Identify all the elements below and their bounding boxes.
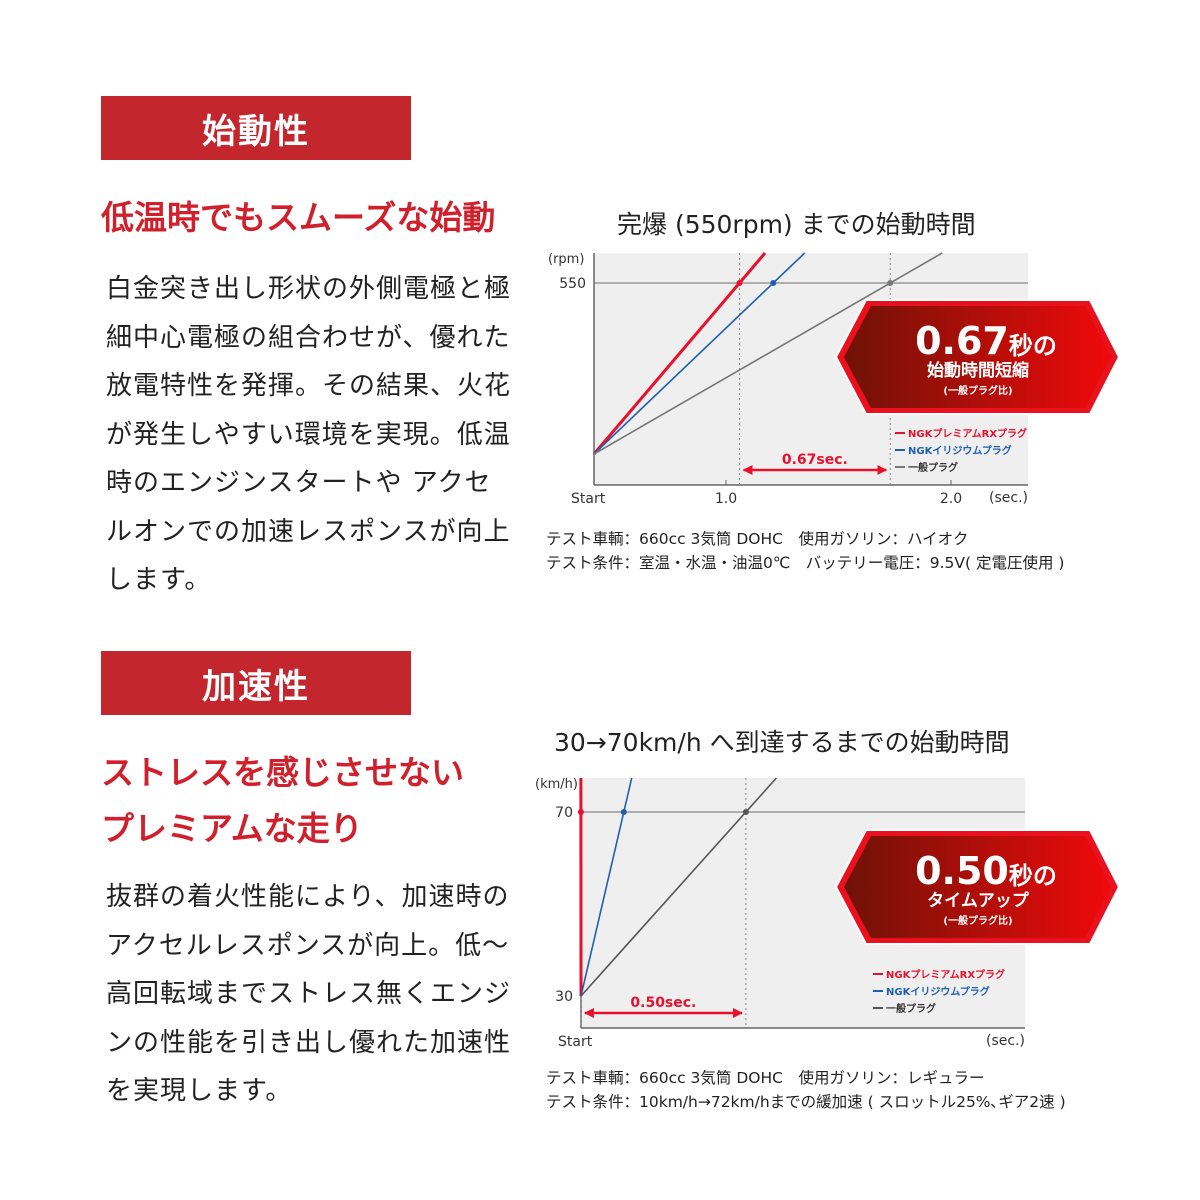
series-point (577, 809, 584, 815)
section-header-startability: 始動性 (101, 96, 411, 160)
legend-label: NGKイリジウムプラグ (908, 444, 1012, 457)
section-header-acceleration: 加速性 (101, 651, 411, 715)
x-tick-label: 1.0 (715, 491, 737, 507)
badge-subtitle: タイムアップ (927, 890, 1030, 911)
y-axis-unit: (km/h) (535, 777, 578, 792)
legend-label: NGKプレミアムRXプラグ (886, 968, 1005, 981)
test-notes: テスト車輌：660cc 3気筒 DOHC 使用ガソリン：レギュラー テスト条件：… (546, 1066, 1066, 1114)
series-line (593, 252, 806, 455)
x-axis-unit: (sec.) (989, 490, 1028, 506)
test-notes: テスト車輌：660cc 3気筒 DOHC 使用ガソリン：ハイオク テスト条件：室… (546, 527, 1064, 575)
section-subheading: 低温時でもスムーズな始動 (101, 198, 496, 237)
legend-label: NGKプレミアムRXプラグ (908, 427, 1027, 440)
y-tick-label: 70 (555, 805, 573, 821)
x-tick-label: 2.0 (940, 491, 962, 507)
badge-value: 0.67秒の (915, 319, 1057, 363)
badge-subtitle: 始動時間短縮 (927, 360, 1029, 381)
subheading-line: プレミアムな走り (101, 809, 363, 848)
legend-label: 一般プラグ (908, 461, 958, 474)
test-note: テスト条件：室温・水温・油温0℃ バッテリー電圧：9.5V( 定電圧使用 ) (546, 554, 1065, 572)
legend-label: 一般プラグ (886, 1002, 936, 1015)
chart-title: 完爆 (550rpm) までの始動時間 (617, 210, 976, 239)
badge (844, 836, 1111, 938)
x-start-label: Start (571, 491, 606, 507)
test-note: テスト車輌：660cc 3気筒 DOHC 使用ガソリン：レギュラー (546, 1069, 985, 1087)
subheading-line: ストレスを感じさせない (101, 753, 464, 792)
section-body: 白金突き出し形状の外側電極と極細中心電極の組合わせが、優れた放電特性を発揮。その… (106, 274, 512, 595)
y-tick-label: 550 (559, 276, 586, 292)
y-axis-unit: (rpm) (548, 252, 584, 267)
section-body: 抜群の着火性能により、加速時のアクセルレスポンスが向上。低～高回転域までストレス… (106, 882, 512, 1106)
series-line (593, 252, 943, 455)
badge (844, 306, 1111, 408)
series-point (620, 809, 627, 815)
legend-label: NGKイリジウムプラグ (886, 985, 990, 998)
series-line (580, 777, 777, 997)
difference-label: 0.50sec. (630, 995, 696, 1011)
section-subheading: ストレスを感じさせない プレミアムな走り (101, 745, 464, 857)
series-point (770, 280, 777, 286)
badge-note: (一般プラグ比) (943, 914, 1012, 927)
x-axis-unit: (sec.) (986, 1033, 1025, 1049)
y-tick-label: 30 (555, 989, 573, 1005)
difference-label: 0.67sec. (782, 452, 848, 468)
chart-title: 30→70km/h へ到達するまでの始動時間 (554, 728, 1010, 757)
series-line (592, 252, 767, 455)
series-point (742, 809, 749, 815)
test-note: テスト条件：10km/h→72km/hまでの緩加速 ( スロットル25%､ギア2… (546, 1093, 1066, 1111)
x-start-label: Start (558, 1034, 593, 1050)
test-note: テスト車輌：660cc 3気筒 DOHC 使用ガソリン：ハイオク (546, 530, 969, 548)
series-point (736, 280, 743, 286)
series-point (887, 280, 894, 286)
badge-note: (一般プラグ比) (943, 384, 1012, 397)
badge-value: 0.50秒の (915, 849, 1057, 893)
